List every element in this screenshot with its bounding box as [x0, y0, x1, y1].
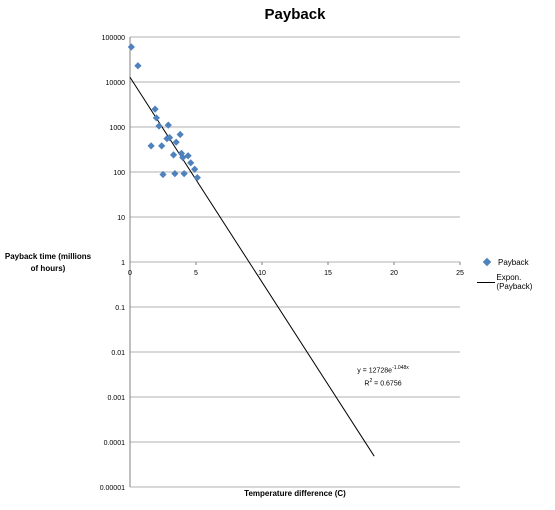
legend-label-trendline: Expon. (Payback)	[496, 273, 555, 291]
data-point	[170, 151, 177, 158]
r2-value: = 0.6756	[372, 381, 401, 388]
y-tick-label: 100	[113, 170, 125, 177]
y-tick-label: 0.01	[111, 350, 125, 357]
equation-exponent: -1.048x	[392, 365, 409, 371]
data-point	[177, 131, 184, 138]
x-axis-label: Temperature difference (C)	[130, 489, 460, 498]
x-tick-label: 20	[390, 270, 398, 277]
r-squared-line: R2 = 0.6756	[338, 376, 428, 389]
legend-label-payback: Payback	[498, 258, 529, 267]
y-tick-label: 1000	[109, 125, 125, 132]
y-tick-label: 10	[117, 215, 125, 222]
y-tick-label: 0.00001	[100, 485, 125, 492]
x-tick-label: 15	[324, 270, 332, 277]
y-tick-label: 1	[121, 260, 125, 267]
data-point	[155, 122, 162, 129]
legend-item-payback: Payback	[476, 252, 555, 272]
equation-text: y = 12728e	[357, 367, 392, 374]
y-tick-label: 0.001	[107, 395, 125, 402]
data-point	[165, 122, 172, 129]
data-point	[128, 43, 135, 50]
y-tick-label: 0.0001	[104, 440, 126, 447]
data-point	[158, 142, 165, 149]
data-point	[181, 170, 188, 177]
y-tick-label: 10000	[106, 80, 126, 87]
equation-line: y = 12728e-1.048x	[338, 363, 428, 376]
data-point	[153, 114, 160, 121]
data-point	[134, 62, 141, 69]
y-tick-label: 0.1	[115, 305, 125, 312]
diamond-marker-icon	[476, 259, 498, 265]
line-marker-icon	[476, 282, 496, 283]
data-point	[171, 170, 178, 177]
x-tick-label: 10	[258, 270, 266, 277]
data-point	[148, 142, 155, 149]
x-tick-label: 25	[456, 270, 464, 277]
x-tick-label: 0	[128, 270, 132, 277]
x-tick-label: 5	[194, 270, 198, 277]
y-tick-label: 100000	[102, 35, 125, 42]
trendline	[130, 77, 374, 456]
legend-item-trendline: Expon. (Payback)	[476, 272, 555, 292]
y-axis-label: Payback time (millions of hours)	[0, 251, 96, 275]
legend: Payback Expon. (Payback)	[476, 252, 555, 292]
data-point	[187, 159, 194, 166]
data-point	[194, 174, 201, 181]
trendline-equation: y = 12728e-1.048x R2 = 0.6756	[338, 363, 428, 390]
